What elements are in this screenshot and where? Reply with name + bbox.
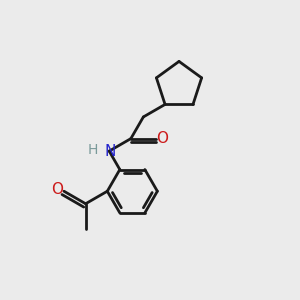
Text: O: O bbox=[52, 182, 64, 197]
Text: H: H bbox=[88, 143, 98, 157]
Text: O: O bbox=[156, 131, 168, 146]
Text: N: N bbox=[105, 144, 116, 159]
